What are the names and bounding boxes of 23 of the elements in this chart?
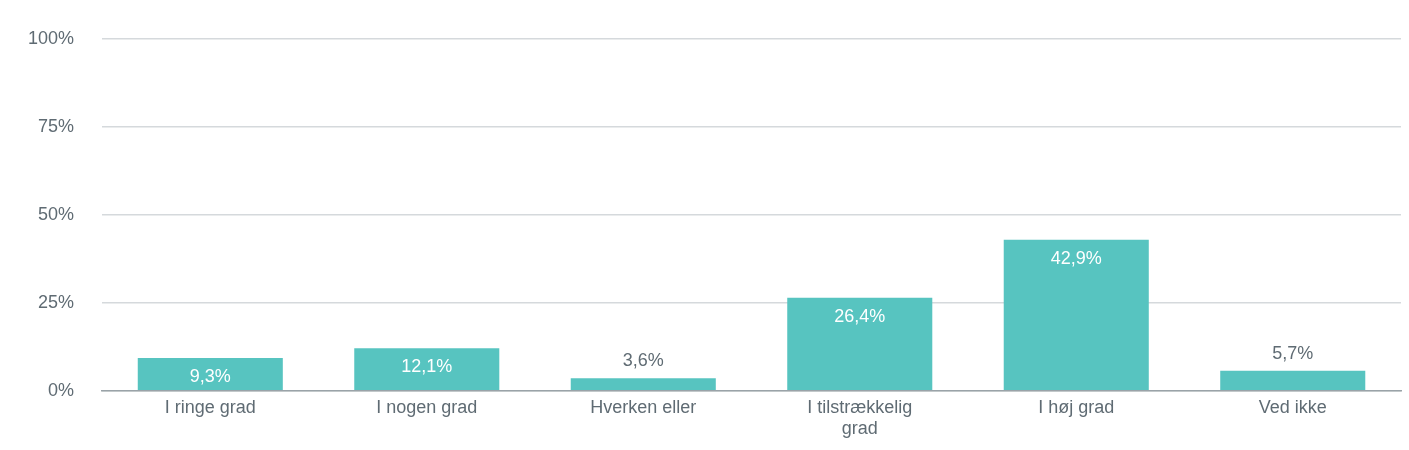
y-tick-label: 0% [48,379,75,400]
data-label: 5,7% [1272,342,1314,363]
x-tick-label: I ringe grad [164,396,256,417]
x-tick-label: I nogen grad [376,396,478,417]
x-tick-label: Ved ikke [1258,396,1327,417]
bar [1220,370,1366,391]
y-tick-label: 25% [38,291,75,312]
data-label: 3,6% [622,350,664,371]
bar [354,348,500,391]
x-tick-label: I tilstrækkelig grad [807,396,913,439]
bar [1003,239,1149,391]
bar [137,358,283,391]
x-tick-label: Hverken eller [590,396,697,417]
data-label: 9,3% [189,366,231,387]
y-tick-label: 75% [38,115,75,136]
bar [570,378,716,391]
y-tick-label: 100% [27,27,75,48]
bar [787,297,933,391]
x-tick-label: I høj grad [1038,396,1115,417]
y-tick-label: 50% [38,203,75,224]
data-label: 42,9% [1050,247,1102,268]
data-label: 12,1% [401,356,453,377]
data-label: 26,4% [834,305,886,326]
